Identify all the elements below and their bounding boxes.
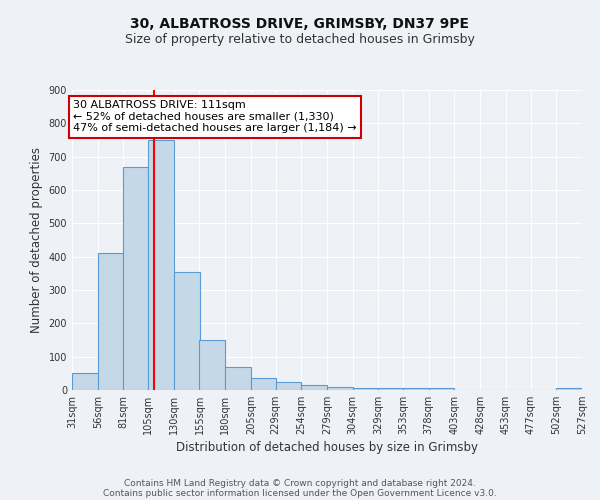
Bar [72, 374, 98, 390]
Bar [275, 382, 301, 390]
Bar [379, 388, 403, 390]
Text: Contains public sector information licensed under the Open Government Licence v3: Contains public sector information licen… [103, 488, 497, 498]
Bar [199, 340, 225, 390]
Bar [327, 386, 353, 390]
Text: Contains HM Land Registry data © Crown copyright and database right 2024.: Contains HM Land Registry data © Crown c… [124, 478, 476, 488]
Bar [174, 272, 199, 390]
Bar [301, 385, 327, 390]
X-axis label: Distribution of detached houses by size in Grimsby: Distribution of detached houses by size … [176, 442, 478, 454]
Bar [148, 140, 174, 390]
Y-axis label: Number of detached properties: Number of detached properties [30, 147, 43, 333]
Text: Size of property relative to detached houses in Grimsby: Size of property relative to detached ho… [125, 32, 475, 46]
Bar [429, 388, 455, 390]
Bar [98, 254, 124, 390]
Bar [403, 388, 429, 390]
Bar [124, 166, 148, 390]
Bar [556, 388, 582, 390]
Text: 30 ALBATROSS DRIVE: 111sqm
← 52% of detached houses are smaller (1,330)
47% of s: 30 ALBATROSS DRIVE: 111sqm ← 52% of deta… [73, 100, 356, 133]
Text: 30, ALBATROSS DRIVE, GRIMSBY, DN37 9PE: 30, ALBATROSS DRIVE, GRIMSBY, DN37 9PE [131, 18, 470, 32]
Bar [353, 388, 379, 390]
Bar [251, 378, 275, 390]
Bar [225, 366, 251, 390]
